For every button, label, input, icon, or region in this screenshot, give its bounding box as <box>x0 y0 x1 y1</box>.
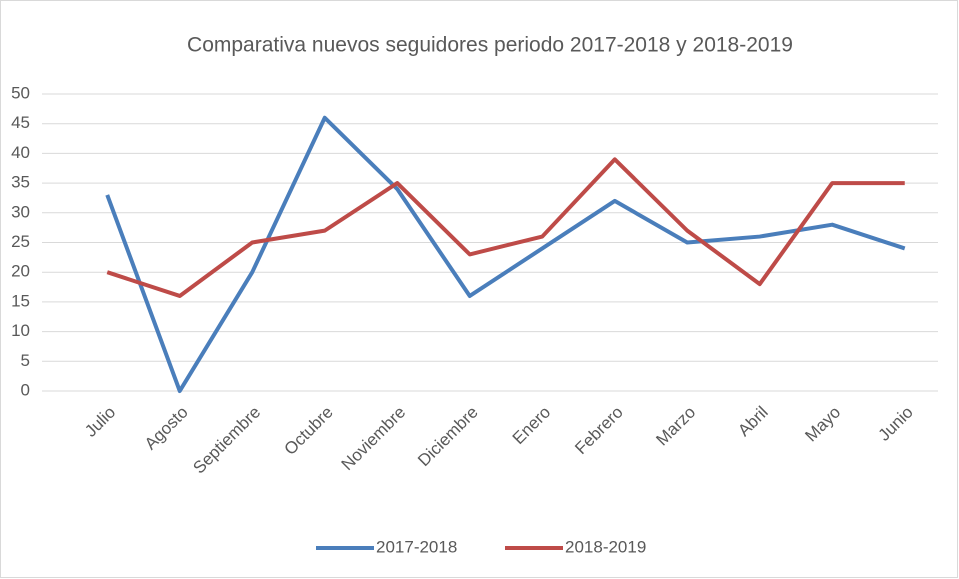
y-tick-label: 10 <box>11 321 30 340</box>
y-tick-label: 20 <box>11 262 30 281</box>
chart-title: Comparativa nuevos seguidores periodo 20… <box>187 34 793 57</box>
y-tick-label: 45 <box>11 113 30 132</box>
series-line <box>106 157 905 298</box>
y-tick-label: 25 <box>11 232 30 251</box>
y-tick-label: 40 <box>11 143 30 162</box>
y-tick-label: 5 <box>21 351 30 370</box>
series-line <box>105 115 906 393</box>
y-tick-label: 0 <box>21 380 30 399</box>
y-tick-label: 35 <box>11 173 30 192</box>
y-tick-label: 30 <box>11 202 30 221</box>
y-tick-label: 50 <box>11 83 30 102</box>
y-tick-label: 15 <box>11 291 30 310</box>
legend-label: 2018-2019 <box>565 537 646 556</box>
legend-label: 2017-2018 <box>376 537 457 556</box>
